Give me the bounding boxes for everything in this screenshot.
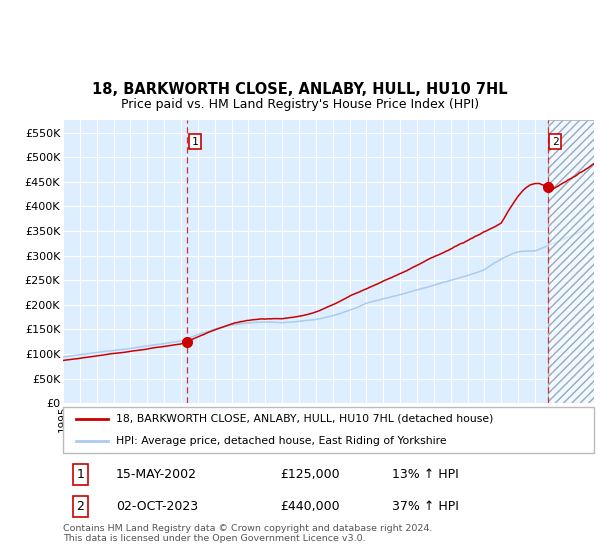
Text: 13% ↑ HPI: 13% ↑ HPI (392, 468, 459, 481)
Bar (548, 120, 594, 403)
Text: 2: 2 (552, 137, 559, 147)
Text: 2: 2 (76, 500, 84, 513)
Text: 02-OCT-2023: 02-OCT-2023 (116, 500, 198, 513)
Text: 15-MAY-2002: 15-MAY-2002 (116, 468, 197, 481)
FancyBboxPatch shape (63, 407, 594, 452)
Bar (548, 120, 594, 403)
Text: £125,000: £125,000 (281, 468, 340, 481)
Text: 37% ↑ HPI: 37% ↑ HPI (392, 500, 459, 513)
Text: Price paid vs. HM Land Registry's House Price Index (HPI): Price paid vs. HM Land Registry's House … (121, 99, 479, 111)
Text: 1: 1 (191, 137, 198, 147)
Text: 1: 1 (76, 468, 84, 481)
Text: HPI: Average price, detached house, East Riding of Yorkshire: HPI: Average price, detached house, East… (116, 436, 447, 446)
Text: 18, BARKWORTH CLOSE, ANLABY, HULL, HU10 7HL: 18, BARKWORTH CLOSE, ANLABY, HULL, HU10 … (92, 82, 508, 97)
Text: £440,000: £440,000 (281, 500, 340, 513)
Text: Contains HM Land Registry data © Crown copyright and database right 2024.
This d: Contains HM Land Registry data © Crown c… (63, 524, 433, 543)
Text: 18, BARKWORTH CLOSE, ANLABY, HULL, HU10 7HL (detached house): 18, BARKWORTH CLOSE, ANLABY, HULL, HU10 … (116, 414, 493, 424)
